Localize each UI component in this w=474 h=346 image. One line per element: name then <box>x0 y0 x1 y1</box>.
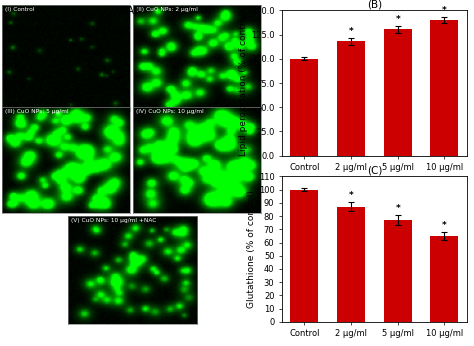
Text: *: * <box>349 27 354 36</box>
Text: (III) CuO NPs: 5 μg/ml: (III) CuO NPs: 5 μg/ml <box>5 109 69 115</box>
Bar <box>337 42 365 156</box>
Text: *: * <box>395 204 400 213</box>
Title: (B): (B) <box>367 0 382 10</box>
Bar <box>430 236 458 322</box>
Text: (I) Control: (I) Control <box>5 7 34 12</box>
Text: (V) CuO NPs: 10 μg/ml +NAC: (V) CuO NPs: 10 μg/ml +NAC <box>71 218 156 224</box>
Y-axis label: Glutathione (% of control): Glutathione (% of control) <box>247 190 256 308</box>
Bar <box>384 220 412 322</box>
Text: (II) CuO NPs: 2 μg/ml: (II) CuO NPs: 2 μg/ml <box>136 7 197 12</box>
Bar <box>430 20 458 156</box>
Text: *: * <box>442 6 447 15</box>
Text: *: * <box>395 15 400 24</box>
Bar <box>291 59 319 156</box>
Y-axis label: Lipid peroxidation (% of control): Lipid peroxidation (% of control) <box>239 10 248 156</box>
Bar <box>291 190 319 322</box>
Bar <box>337 207 365 322</box>
Bar <box>384 29 412 156</box>
Title: (C): (C) <box>367 166 382 176</box>
Text: (A): (A) <box>123 5 138 15</box>
Text: *: * <box>349 191 354 200</box>
Text: (IV) CuO NPs: 10 μg/ml: (IV) CuO NPs: 10 μg/ml <box>136 109 203 115</box>
Text: *: * <box>442 221 447 230</box>
